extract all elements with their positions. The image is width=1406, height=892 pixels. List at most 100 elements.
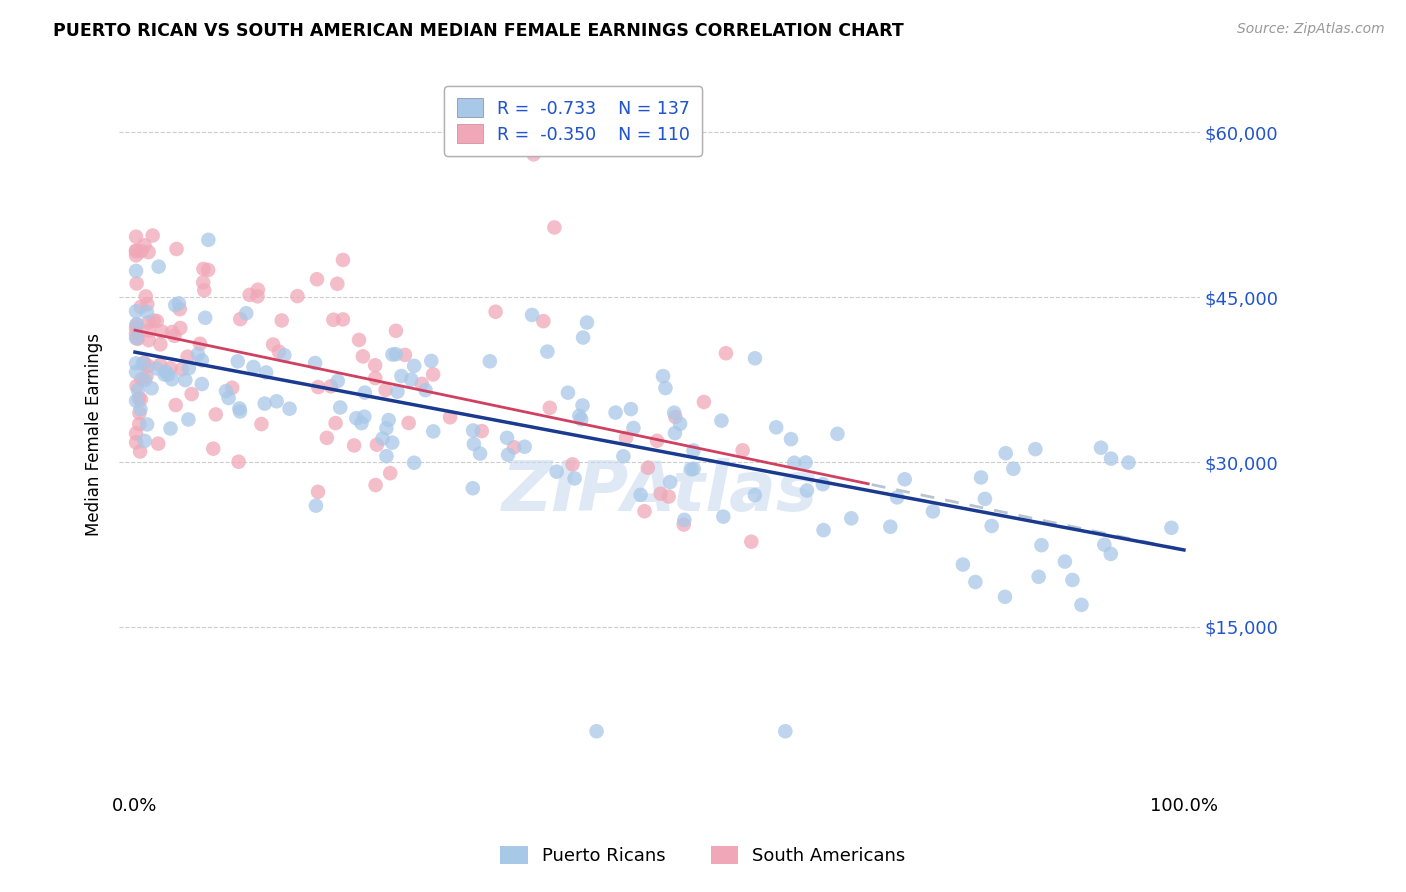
Point <box>711 509 734 524</box>
Point <box>125 331 148 345</box>
Point <box>149 337 172 351</box>
Point <box>191 276 214 290</box>
Point <box>149 358 172 372</box>
Point <box>287 289 309 303</box>
Point <box>202 442 225 456</box>
Point <box>132 357 155 371</box>
Point <box>714 346 737 360</box>
Point <box>463 437 485 451</box>
Point <box>138 324 160 338</box>
Point <box>267 344 290 359</box>
Point <box>197 263 219 277</box>
Point <box>350 416 373 430</box>
Point <box>125 365 148 379</box>
Point <box>381 347 404 361</box>
Point <box>1002 461 1025 475</box>
Point <box>166 242 188 256</box>
Point <box>520 308 543 322</box>
Point <box>765 420 787 434</box>
Point <box>568 409 591 423</box>
Point <box>394 348 416 362</box>
Point <box>246 289 269 303</box>
Point <box>974 491 997 506</box>
Point <box>134 373 156 387</box>
Point <box>138 245 160 260</box>
Point <box>150 325 173 339</box>
Point <box>536 344 558 359</box>
Point <box>811 477 834 491</box>
Point <box>364 478 387 492</box>
Text: ZIPAtlas: ZIPAtlas <box>502 458 818 525</box>
Point <box>229 312 252 326</box>
Point <box>315 431 337 445</box>
Point <box>1090 441 1112 455</box>
Point <box>1024 442 1046 457</box>
Point <box>170 362 193 376</box>
Point <box>366 438 388 452</box>
Point <box>307 380 329 394</box>
Point <box>163 329 186 343</box>
Point <box>637 460 659 475</box>
Point <box>980 519 1002 533</box>
Point <box>177 412 200 426</box>
Point <box>131 372 153 386</box>
Point <box>879 519 901 533</box>
Point <box>157 368 180 382</box>
Point <box>160 325 183 339</box>
Point <box>571 399 593 413</box>
Point <box>389 369 412 384</box>
Point <box>180 387 202 401</box>
Point <box>169 321 191 335</box>
Point <box>125 317 148 331</box>
Point <box>134 356 156 370</box>
Point <box>266 394 288 409</box>
Point <box>204 408 226 422</box>
Point <box>439 410 461 425</box>
Point <box>135 369 157 384</box>
Point <box>659 475 682 489</box>
Point <box>127 332 149 346</box>
Point <box>886 491 908 505</box>
Point <box>142 313 165 327</box>
Point <box>411 376 433 391</box>
Point <box>134 238 156 252</box>
Point <box>503 441 526 455</box>
Point <box>531 314 554 328</box>
Point <box>484 304 506 318</box>
Point <box>478 354 501 368</box>
Point <box>329 401 352 415</box>
Point <box>839 511 862 525</box>
Point <box>136 417 159 432</box>
Point <box>682 462 704 476</box>
Point <box>305 499 328 513</box>
Text: Source: ZipAtlas.com: Source: ZipAtlas.com <box>1237 22 1385 37</box>
Point <box>319 379 342 393</box>
Point <box>193 262 215 277</box>
Point <box>278 401 301 416</box>
Point <box>136 359 159 373</box>
Point <box>326 277 349 291</box>
Point <box>125 393 148 408</box>
Point <box>169 302 191 317</box>
Point <box>994 590 1017 604</box>
Point <box>136 297 159 311</box>
Point <box>468 446 491 460</box>
Point <box>187 347 209 361</box>
Point <box>125 321 148 335</box>
Point <box>654 381 676 395</box>
Point <box>322 312 344 326</box>
Point <box>796 483 818 498</box>
Point <box>658 490 681 504</box>
Point <box>174 373 197 387</box>
Point <box>134 434 156 448</box>
Point <box>215 384 238 398</box>
Point <box>744 488 766 502</box>
Point <box>262 337 284 351</box>
Point <box>569 412 592 426</box>
Point <box>1160 521 1182 535</box>
Point <box>254 366 277 380</box>
Point <box>129 392 152 407</box>
Point <box>125 331 148 345</box>
Point <box>138 316 160 330</box>
Point <box>664 409 686 424</box>
